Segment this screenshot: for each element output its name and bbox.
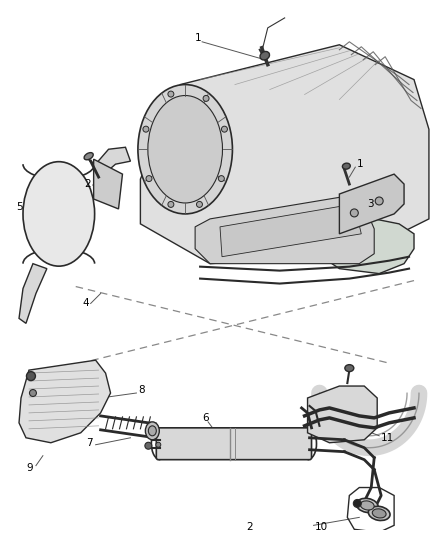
- Polygon shape: [220, 204, 361, 257]
- Ellipse shape: [29, 390, 36, 397]
- Ellipse shape: [84, 152, 93, 160]
- Text: 10: 10: [314, 522, 328, 532]
- Polygon shape: [339, 174, 404, 234]
- FancyBboxPatch shape: [156, 428, 311, 459]
- Text: 2: 2: [247, 522, 253, 532]
- Polygon shape: [310, 219, 414, 273]
- Ellipse shape: [203, 95, 209, 101]
- Ellipse shape: [260, 52, 269, 60]
- Ellipse shape: [360, 501, 374, 510]
- Polygon shape: [141, 45, 429, 264]
- Text: 8: 8: [138, 385, 145, 395]
- Ellipse shape: [156, 442, 161, 447]
- Ellipse shape: [372, 509, 386, 518]
- Ellipse shape: [143, 126, 149, 132]
- Ellipse shape: [148, 426, 156, 436]
- Polygon shape: [195, 194, 374, 264]
- Text: 3: 3: [367, 199, 374, 209]
- Text: 2: 2: [84, 179, 91, 189]
- Ellipse shape: [23, 161, 95, 266]
- Text: 1: 1: [195, 33, 201, 43]
- Polygon shape: [94, 159, 123, 209]
- Text: 9: 9: [26, 463, 33, 473]
- Polygon shape: [19, 360, 110, 443]
- Ellipse shape: [138, 85, 233, 214]
- Ellipse shape: [357, 498, 378, 513]
- Ellipse shape: [222, 126, 227, 132]
- Text: 1: 1: [357, 159, 364, 169]
- Ellipse shape: [197, 201, 202, 207]
- Text: 7: 7: [86, 438, 93, 448]
- Ellipse shape: [368, 506, 390, 521]
- Ellipse shape: [375, 197, 383, 205]
- Ellipse shape: [343, 163, 350, 169]
- Ellipse shape: [145, 442, 152, 449]
- Ellipse shape: [345, 365, 354, 372]
- Ellipse shape: [168, 91, 174, 97]
- Ellipse shape: [145, 422, 159, 440]
- Ellipse shape: [219, 175, 224, 182]
- Text: 4: 4: [82, 298, 88, 309]
- Text: 6: 6: [202, 413, 208, 423]
- Ellipse shape: [168, 201, 174, 207]
- Ellipse shape: [350, 209, 358, 217]
- Text: 11: 11: [381, 433, 395, 443]
- Polygon shape: [95, 147, 131, 177]
- Polygon shape: [19, 264, 47, 324]
- Ellipse shape: [148, 95, 223, 203]
- Ellipse shape: [353, 499, 361, 507]
- Text: 5: 5: [16, 202, 22, 212]
- Polygon shape: [307, 386, 377, 443]
- Ellipse shape: [26, 372, 35, 381]
- Ellipse shape: [146, 175, 152, 182]
